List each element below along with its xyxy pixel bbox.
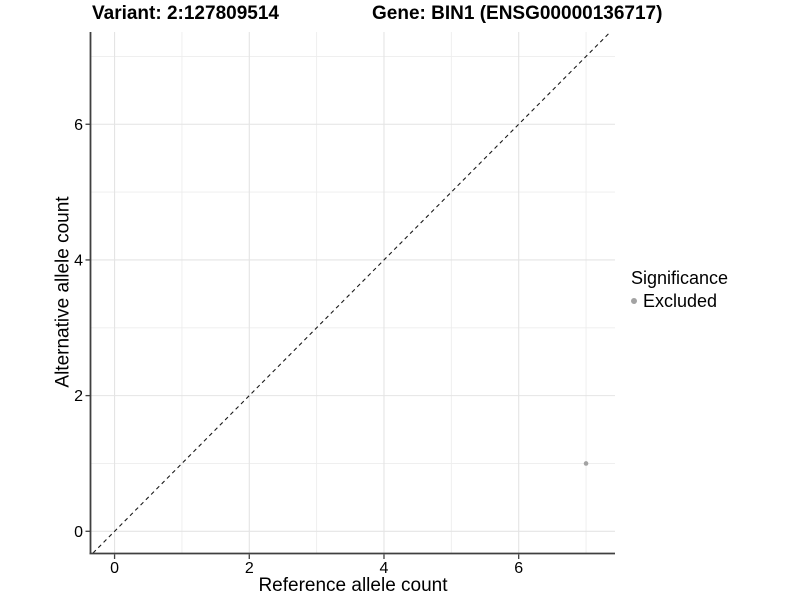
legend-entry-label: Excluded (643, 290, 718, 311)
plot-title-gene: Gene: BIN1 (ENSG00000136717) (372, 3, 663, 24)
x-tick-label: 0 (110, 560, 119, 577)
x-tick-label: 2 (245, 560, 254, 577)
identity-dashed-line (92, 31, 611, 554)
x-tick-label: 6 (514, 560, 523, 577)
x-tick-label: 4 (380, 560, 389, 577)
y-axis-title: Alternative allele count (52, 196, 74, 388)
legend-point-icon (631, 298, 637, 305)
y-tick-label: 4 (74, 252, 83, 269)
plot-title-variant: Variant: 2:127809514 (92, 3, 279, 24)
legend-entry-excluded: Excluded (631, 291, 728, 313)
legend: Significance Excluded (631, 268, 728, 312)
y-tick-label: 6 (74, 117, 83, 134)
legend-title: Significance (631, 268, 729, 288)
data-point (583, 461, 589, 466)
y-tick-label: 2 (74, 388, 83, 405)
x-axis-title: Reference allele count (258, 575, 448, 596)
y-tick-label: 0 (74, 524, 83, 541)
